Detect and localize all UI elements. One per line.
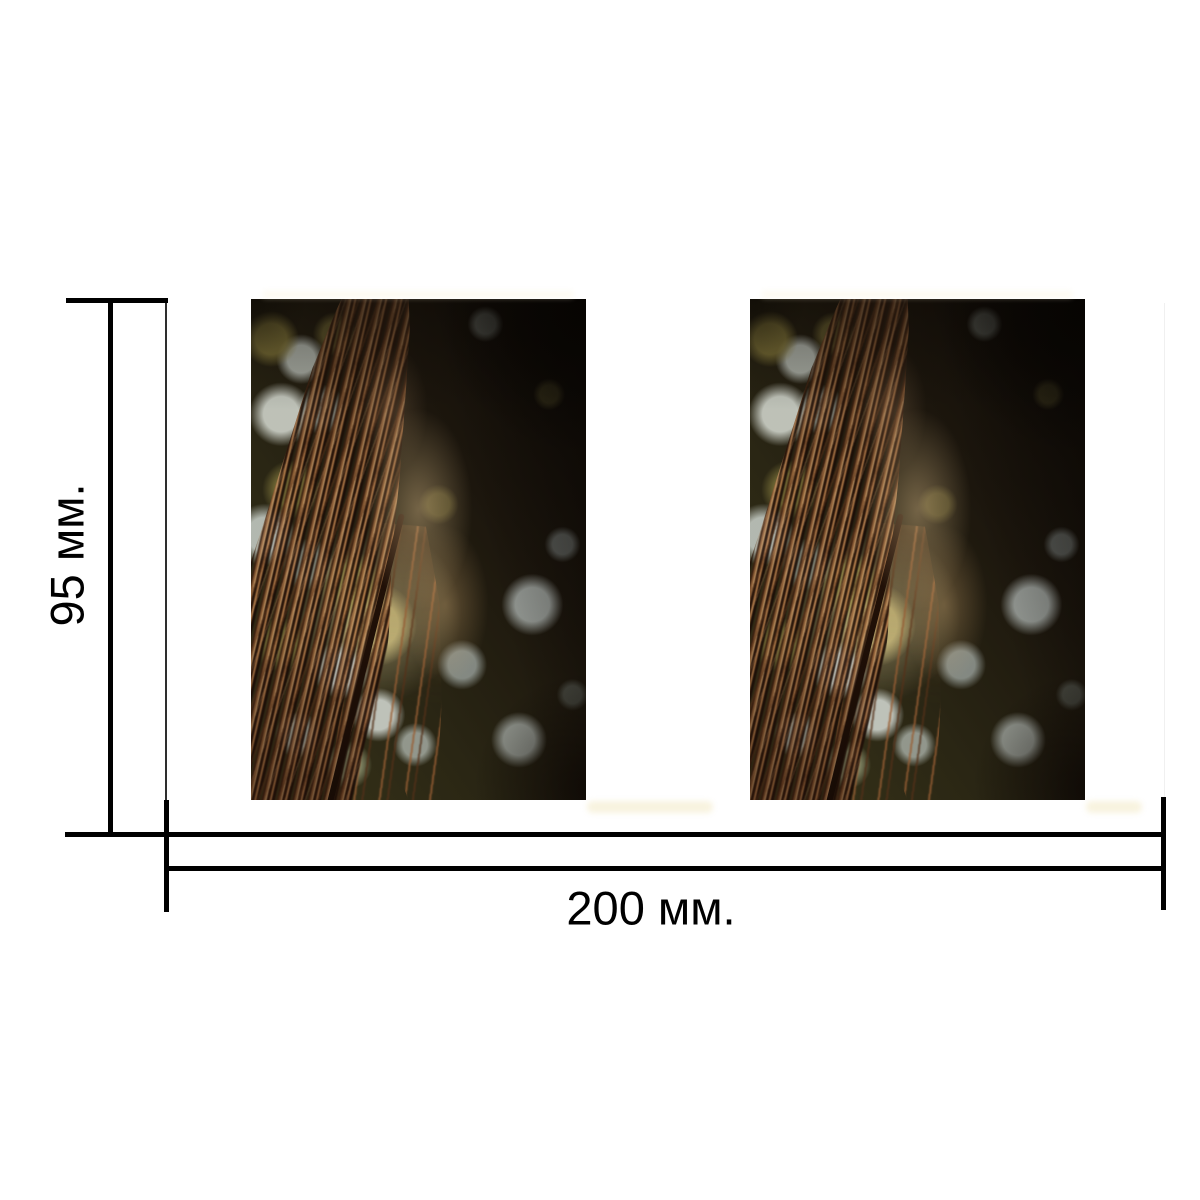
height-dimension-line: [108, 298, 113, 837]
width-dimension-label: 200 мм.: [566, 881, 736, 935]
product-photo-2: [750, 299, 1085, 800]
product-photo-1: [251, 299, 586, 800]
bottom-edge-line: [65, 832, 1166, 837]
left-extension-line: [165, 303, 167, 832]
edge-artifact: [262, 291, 574, 298]
edge-artifact: [587, 801, 713, 813]
width-dimension-line: [165, 866, 1166, 871]
vignette-overlay: [750, 299, 1085, 800]
edge-artifact: [1086, 801, 1142, 813]
height-dimension-top-tick: [66, 298, 168, 303]
vignette-overlay: [251, 299, 586, 800]
height-dimension-label: 95 мм.: [40, 483, 94, 627]
width-dimension-left-tick: [164, 800, 169, 912]
right-extension-line: [1164, 303, 1165, 797]
edge-artifact: [761, 291, 1073, 298]
width-dimension-right-tick: [1161, 797, 1166, 910]
